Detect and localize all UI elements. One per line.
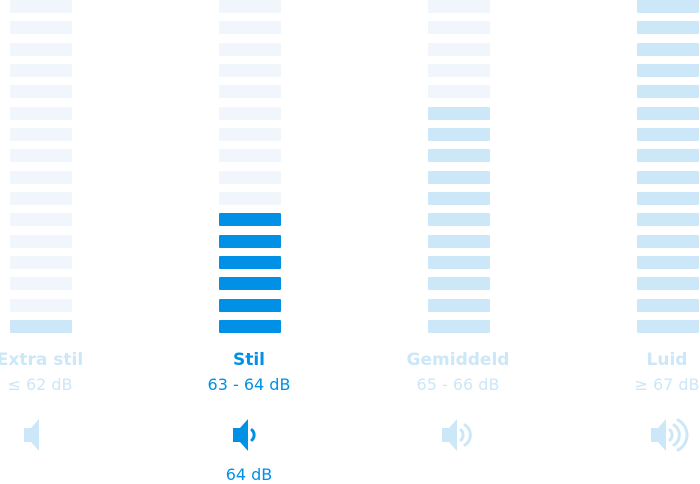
speaker-low-icon bbox=[231, 416, 271, 454]
level-bar-empty bbox=[10, 0, 72, 13]
level-title: Gemiddeld bbox=[406, 350, 510, 370]
level-bar-filled bbox=[428, 255, 490, 269]
level-column-stil: Stil 63 - 64 dB 64 dB bbox=[189, 0, 309, 484]
level-bar-filled bbox=[637, 234, 699, 248]
measured-value: 64 dB bbox=[225, 465, 273, 484]
level-bar-empty bbox=[428, 85, 490, 99]
level-bar-empty bbox=[219, 106, 281, 120]
level-bar-filled bbox=[219, 213, 281, 227]
level-bar-empty bbox=[219, 127, 281, 141]
level-bar-filled bbox=[637, 21, 699, 35]
level-title: Extra stil bbox=[0, 350, 84, 370]
level-bar-empty bbox=[10, 106, 72, 120]
level-bar-empty bbox=[10, 21, 72, 35]
level-bar-filled bbox=[219, 277, 281, 291]
level-bar-empty bbox=[10, 42, 72, 56]
level-bar-filled bbox=[637, 277, 699, 291]
level-bar-empty bbox=[10, 234, 72, 248]
level-bar-filled bbox=[637, 85, 699, 99]
level-range: ≤ 62 dB bbox=[7, 375, 73, 394]
level-bar-empty bbox=[10, 63, 72, 77]
level-bar-filled bbox=[637, 0, 699, 13]
level-bar-filled bbox=[428, 127, 490, 141]
level-bar-empty bbox=[10, 127, 72, 141]
level-column-luid: Luid ≥ 67 dB bbox=[607, 0, 700, 482]
level-bar-empty bbox=[219, 191, 281, 205]
speaker-high-icon bbox=[649, 416, 689, 454]
level-bar-empty bbox=[428, 21, 490, 35]
level-bar-filled bbox=[428, 298, 490, 312]
level-bar-filled bbox=[637, 319, 699, 333]
level-bar-filled bbox=[637, 298, 699, 312]
level-bars bbox=[219, 0, 281, 334]
level-bars bbox=[10, 0, 72, 334]
level-bar-filled bbox=[428, 170, 490, 184]
level-bar-filled bbox=[637, 255, 699, 269]
level-bar-empty bbox=[219, 63, 281, 77]
level-bars bbox=[428, 0, 490, 334]
level-bar-filled bbox=[219, 234, 281, 248]
level-title: Luid bbox=[646, 350, 688, 370]
level-column-extra-stil: Extra stil ≤ 62 dB bbox=[0, 0, 100, 482]
level-bar-empty bbox=[219, 21, 281, 35]
level-bar-filled bbox=[428, 319, 490, 333]
level-bar-filled bbox=[637, 170, 699, 184]
level-range: ≥ 67 dB bbox=[634, 375, 700, 394]
level-bar-empty bbox=[10, 277, 72, 291]
level-bar-filled bbox=[428, 213, 490, 227]
level-bar-empty bbox=[10, 298, 72, 312]
level-bar-filled bbox=[428, 191, 490, 205]
speaker-medium-icon bbox=[440, 416, 480, 454]
level-range: 65 - 66 dB bbox=[416, 375, 500, 394]
level-bar-filled bbox=[10, 319, 72, 333]
level-bar-empty bbox=[428, 0, 490, 13]
level-bar-empty bbox=[428, 42, 490, 56]
level-bar-empty bbox=[10, 170, 72, 184]
level-bar-empty bbox=[10, 149, 72, 163]
level-bar-filled bbox=[219, 255, 281, 269]
level-bar-filled bbox=[219, 319, 281, 333]
level-bar-filled bbox=[637, 191, 699, 205]
speaker-icon bbox=[22, 416, 62, 454]
level-bar-filled bbox=[428, 277, 490, 291]
level-bar-empty bbox=[219, 149, 281, 163]
level-bar-empty bbox=[428, 63, 490, 77]
level-bar-empty bbox=[10, 85, 72, 99]
level-bar-filled bbox=[219, 298, 281, 312]
level-bar-filled bbox=[637, 127, 699, 141]
level-bar-empty bbox=[219, 42, 281, 56]
level-bar-filled bbox=[637, 106, 699, 120]
level-bar-empty bbox=[219, 0, 281, 13]
level-bar-empty bbox=[219, 170, 281, 184]
level-bar-filled bbox=[637, 63, 699, 77]
level-bar-empty bbox=[10, 191, 72, 205]
level-bars bbox=[637, 0, 699, 334]
level-range: 63 - 64 dB bbox=[207, 375, 291, 394]
level-column-gemiddeld: Gemiddeld 65 - 66 dB bbox=[398, 0, 518, 482]
level-bar-empty bbox=[219, 85, 281, 99]
level-bar-filled bbox=[637, 42, 699, 56]
level-bar-filled bbox=[637, 213, 699, 227]
level-bar-filled bbox=[428, 149, 490, 163]
level-title: Stil bbox=[232, 350, 266, 370]
level-bar-filled bbox=[428, 106, 490, 120]
level-bar-empty bbox=[10, 255, 72, 269]
level-bar-empty bbox=[10, 213, 72, 227]
level-bar-filled bbox=[637, 149, 699, 163]
level-bar-filled bbox=[428, 234, 490, 248]
